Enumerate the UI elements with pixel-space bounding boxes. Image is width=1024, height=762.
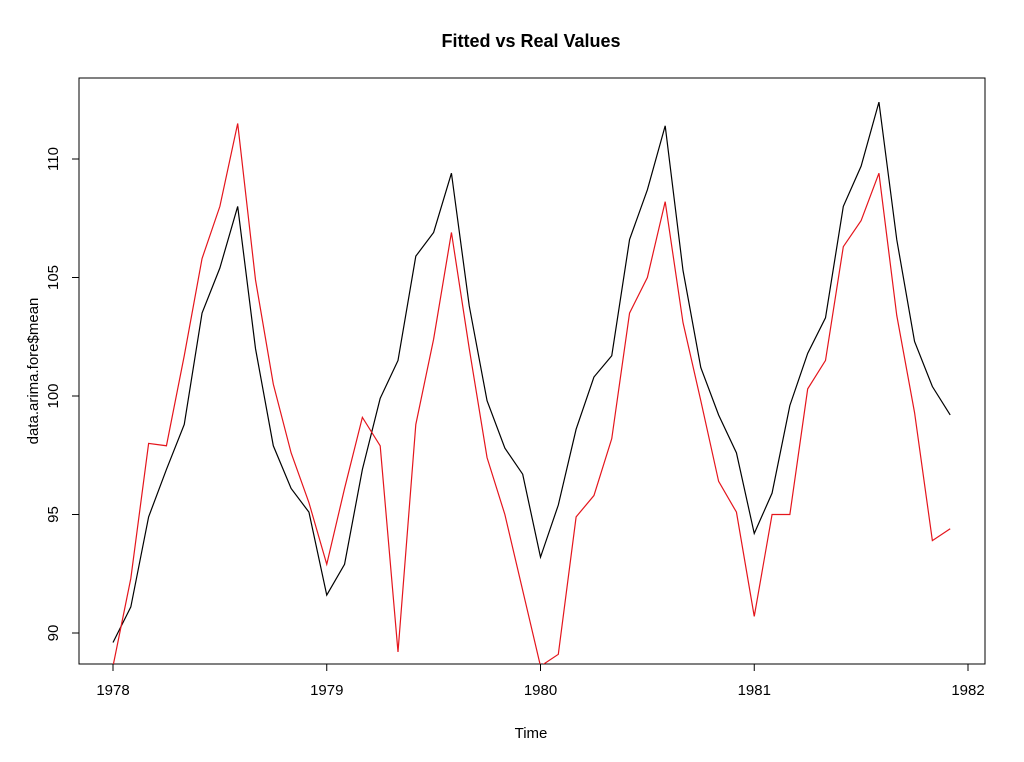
x-tick-label: 1981	[738, 682, 771, 699]
y-tick-label: 100	[45, 383, 62, 408]
y-axis: 90 95 100 105 110	[45, 147, 80, 642]
x-tick-label: 1982	[951, 682, 984, 699]
y-tick-label: 110	[45, 147, 62, 171]
chart-title: Fitted vs Real Values	[441, 31, 620, 51]
y-tick-label: 105	[45, 265, 62, 290]
series-line-black	[112, 101, 951, 643]
x-tick-label: 1978	[96, 682, 129, 699]
x-tick-label: 1980	[524, 682, 557, 699]
y-axis-label: data.arima.fore$mean	[25, 298, 42, 445]
x-axis-label: Time	[515, 725, 548, 742]
plot-frame	[78, 77, 986, 665]
series-layer	[112, 101, 951, 664]
y-tick-label: 95	[45, 506, 62, 523]
series-line-red	[112, 123, 951, 664]
x-axis: 1978 1979 1980 1981 1982	[96, 663, 985, 699]
y-tick-label: 90	[45, 625, 62, 642]
x-tick-label: 1979	[310, 682, 343, 699]
